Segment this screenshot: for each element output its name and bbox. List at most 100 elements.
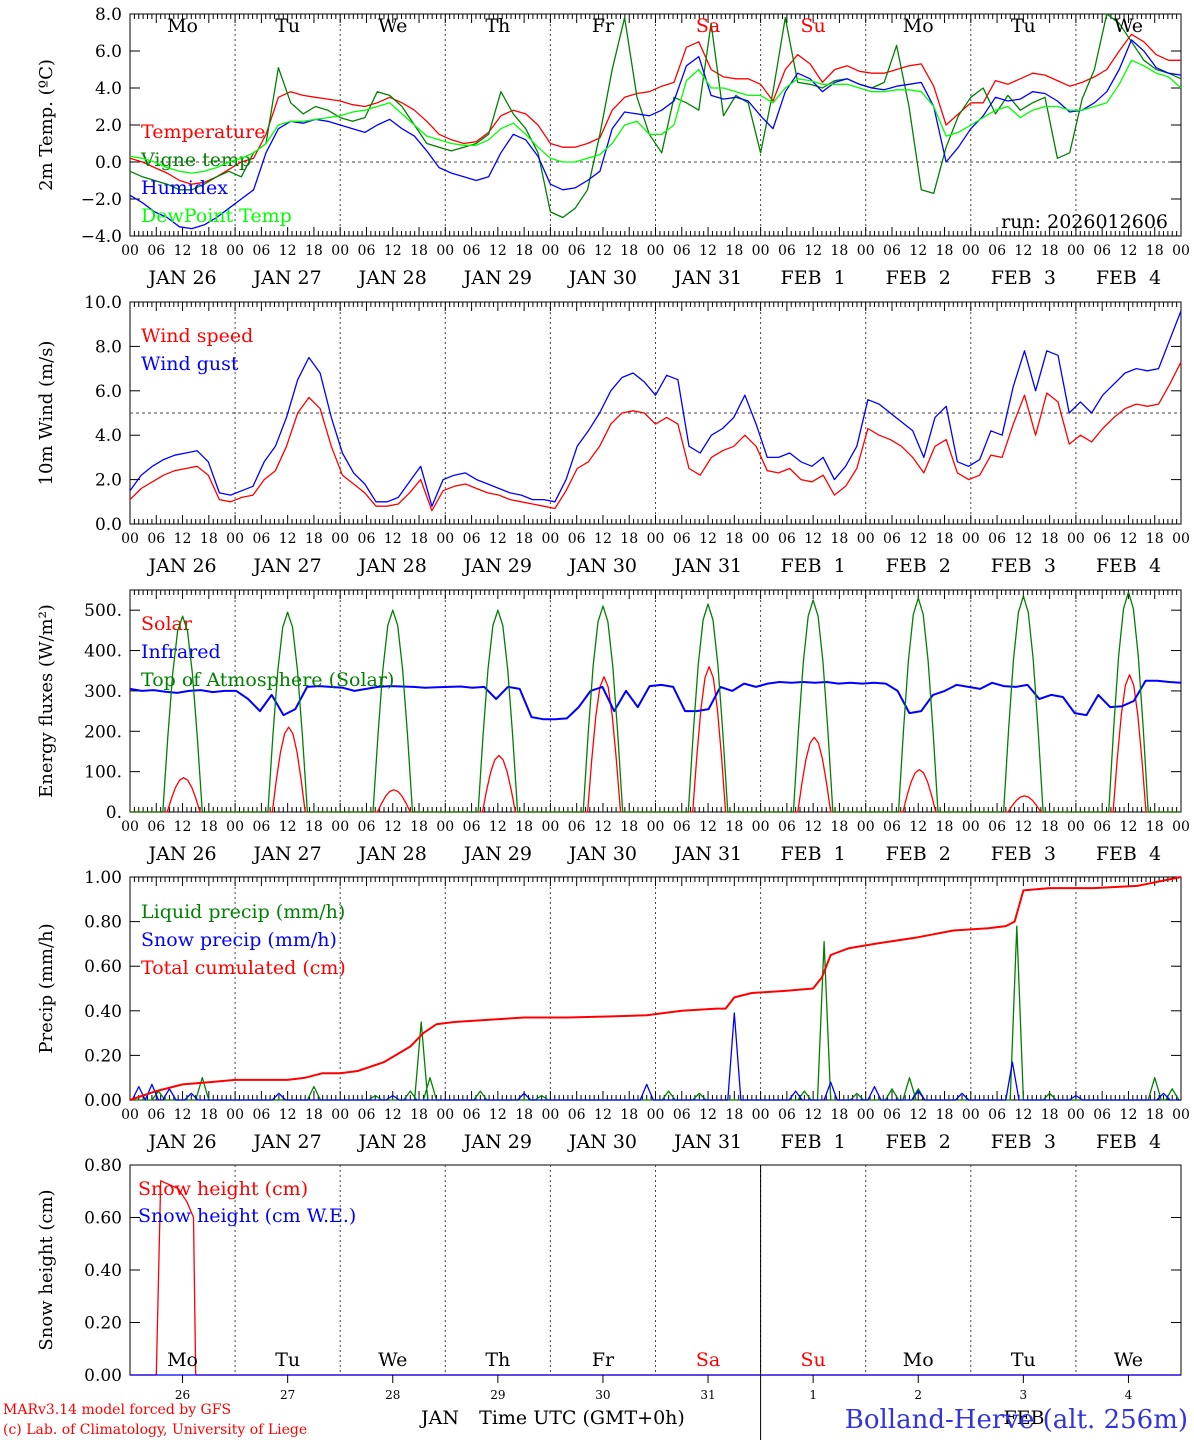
hour-label: 12 xyxy=(594,1107,612,1123)
y-tick-label: 500. xyxy=(84,601,122,621)
hour-label: 06 xyxy=(568,1107,586,1123)
hour-label: 18 xyxy=(410,819,428,835)
hour-label: 06 xyxy=(883,243,901,259)
hour-label: 06 xyxy=(1093,531,1111,547)
hour-label: 12 xyxy=(699,531,717,547)
date-label: JAN 31 xyxy=(672,1131,742,1153)
y-tick-label: 8.0 xyxy=(95,337,122,357)
series-line-snow-height-cm xyxy=(130,1180,1181,1376)
y-tick-label: 4.0 xyxy=(95,79,122,99)
hour-label: 00 xyxy=(121,243,139,259)
weekday-label: Su xyxy=(801,15,826,37)
hour-label: 12 xyxy=(384,243,402,259)
hour-label: 00 xyxy=(752,819,770,835)
date-label: FEB 4 xyxy=(1096,267,1161,289)
date-label: JAN 30 xyxy=(567,267,637,289)
y-axis-label: Snow height (cm) xyxy=(36,1189,57,1350)
y-tick-label: 2.0 xyxy=(95,471,122,491)
hour-label: 12 xyxy=(1014,1107,1032,1123)
y-tick-label: 0. xyxy=(106,803,122,823)
hour-label: 18 xyxy=(515,819,533,835)
hour-label: 18 xyxy=(200,243,218,259)
hour-label: 12 xyxy=(804,1107,822,1123)
hour-label: 00 xyxy=(436,243,454,259)
day-number-label: 2 xyxy=(914,1388,922,1402)
hour-label: 00 xyxy=(647,1107,665,1123)
date-label: FEB 4 xyxy=(1096,1131,1161,1153)
hour-label: 06 xyxy=(673,1107,691,1123)
hour-label: 06 xyxy=(778,1107,796,1123)
hour-label: 00 xyxy=(331,1107,349,1123)
hour-label: 06 xyxy=(778,819,796,835)
date-label: JAN 29 xyxy=(462,555,532,577)
hour-label: 18 xyxy=(831,819,849,835)
hour-label: 00 xyxy=(541,243,559,259)
legend-entry: Top of Atmosphere (Solar) xyxy=(141,669,394,691)
hour-label: 06 xyxy=(778,531,796,547)
hour-label: 12 xyxy=(489,1107,507,1123)
legend-entry: Snow height (cm) xyxy=(138,1178,308,1200)
hour-label: 12 xyxy=(384,531,402,547)
y-tick-label: 0.40 xyxy=(84,1002,122,1022)
series-line-top-of-atmosphere-solar xyxy=(130,591,1181,813)
hour-label: 12 xyxy=(279,1107,297,1123)
hour-label: 12 xyxy=(174,531,192,547)
hour-label: 12 xyxy=(279,819,297,835)
hour-label: 18 xyxy=(1041,1107,1059,1123)
hour-label: 18 xyxy=(1041,531,1059,547)
hour-label: 18 xyxy=(725,243,743,259)
y-tick-label: 0.40 xyxy=(84,1261,122,1281)
hour-label: 00 xyxy=(226,819,244,835)
hour-label: 06 xyxy=(673,819,691,835)
y-tick-label: 0.20 xyxy=(84,1046,122,1066)
weekday-label: Th xyxy=(485,1349,510,1371)
series-line-wind-gust xyxy=(129,310,1182,507)
hour-label: 18 xyxy=(831,1107,849,1123)
day-number-label: 4 xyxy=(1125,1388,1133,1402)
date-label: FEB 2 xyxy=(886,267,951,289)
hour-label: 12 xyxy=(594,819,612,835)
hour-label: 00 xyxy=(857,243,875,259)
date-label: JAN 28 xyxy=(357,1131,427,1153)
date-label: FEB 2 xyxy=(886,555,951,577)
hour-label: 12 xyxy=(804,243,822,259)
hour-label: 06 xyxy=(463,531,481,547)
hour-label: 12 xyxy=(1014,819,1032,835)
hour-label: 18 xyxy=(200,531,218,547)
hour-label: 18 xyxy=(725,531,743,547)
hour-label: 00 xyxy=(1067,531,1085,547)
date-label: JAN 26 xyxy=(146,843,216,865)
y-tick-label: 2.0 xyxy=(95,116,122,136)
date-label: JAN 26 xyxy=(146,555,216,577)
day-number-label: 31 xyxy=(700,1388,715,1402)
series-line-dewpoint-temp xyxy=(129,59,1182,174)
day-number-label: 26 xyxy=(175,1388,190,1402)
hour-label: 06 xyxy=(147,531,165,547)
hour-label: 00 xyxy=(121,1107,139,1123)
hour-label: 18 xyxy=(831,531,849,547)
date-label: JAN 27 xyxy=(252,843,322,865)
hour-label: 12 xyxy=(174,1107,192,1123)
month-label-right: FEB xyxy=(1003,1407,1044,1429)
hour-label: 06 xyxy=(988,243,1006,259)
hour-label: 00 xyxy=(226,243,244,259)
hour-label: 18 xyxy=(620,531,638,547)
hour-label: 12 xyxy=(804,531,822,547)
hour-label: 12 xyxy=(699,243,717,259)
y-tick-label: 0.60 xyxy=(84,957,122,977)
hour-label: 18 xyxy=(410,531,428,547)
legend-entry: Wind gust xyxy=(141,353,239,375)
hour-label: 12 xyxy=(489,531,507,547)
hour-label: 06 xyxy=(147,243,165,259)
date-label: JAN 30 xyxy=(567,843,637,865)
date-label: JAN 27 xyxy=(252,555,322,577)
weekday-label: We xyxy=(1114,1349,1143,1371)
hour-label: 12 xyxy=(174,819,192,835)
y-tick-label: 0.80 xyxy=(84,1156,122,1176)
date-label: FEB 3 xyxy=(991,1131,1056,1153)
hour-label: 00 xyxy=(541,819,559,835)
hour-label: 06 xyxy=(988,531,1006,547)
hour-label: 18 xyxy=(936,243,954,259)
hour-label: 06 xyxy=(883,819,901,835)
hour-label: 12 xyxy=(594,243,612,259)
